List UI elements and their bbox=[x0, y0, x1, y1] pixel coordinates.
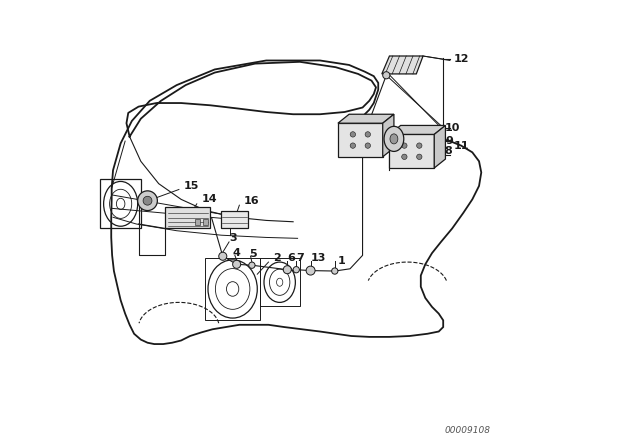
Circle shape bbox=[350, 132, 356, 137]
Text: 16: 16 bbox=[244, 196, 259, 206]
Circle shape bbox=[284, 266, 291, 274]
Circle shape bbox=[293, 267, 300, 273]
Text: 4: 4 bbox=[232, 248, 241, 258]
Circle shape bbox=[138, 191, 157, 211]
Bar bbox=[260, 258, 300, 306]
Text: 15: 15 bbox=[183, 181, 199, 191]
Text: 2: 2 bbox=[273, 253, 281, 263]
Text: 14: 14 bbox=[201, 194, 217, 204]
Ellipse shape bbox=[384, 126, 404, 151]
Text: 7: 7 bbox=[296, 253, 304, 263]
Text: 00009108: 00009108 bbox=[445, 426, 491, 435]
Text: 12: 12 bbox=[454, 54, 470, 64]
Circle shape bbox=[402, 143, 407, 148]
Circle shape bbox=[417, 143, 422, 148]
Bar bbox=[195, 219, 200, 225]
Bar bbox=[221, 211, 248, 228]
Text: 8: 8 bbox=[445, 146, 452, 156]
Ellipse shape bbox=[390, 134, 398, 144]
Bar bbox=[203, 219, 209, 225]
Circle shape bbox=[143, 196, 152, 205]
Text: 1: 1 bbox=[338, 256, 346, 266]
Polygon shape bbox=[389, 125, 445, 134]
Text: 3: 3 bbox=[229, 233, 237, 243]
Polygon shape bbox=[435, 125, 445, 168]
Polygon shape bbox=[382, 56, 423, 74]
Circle shape bbox=[306, 266, 315, 275]
Polygon shape bbox=[111, 60, 481, 344]
Polygon shape bbox=[383, 114, 394, 157]
Text: 13: 13 bbox=[310, 253, 326, 263]
Circle shape bbox=[402, 154, 407, 159]
Circle shape bbox=[417, 154, 422, 159]
Circle shape bbox=[383, 72, 390, 79]
Circle shape bbox=[350, 143, 356, 148]
Polygon shape bbox=[338, 114, 394, 123]
Circle shape bbox=[219, 252, 227, 260]
Bar bbox=[205, 258, 260, 320]
Circle shape bbox=[232, 260, 241, 268]
Circle shape bbox=[365, 143, 371, 148]
Bar bbox=[338, 123, 383, 157]
Bar bbox=[165, 207, 210, 228]
Circle shape bbox=[365, 132, 371, 137]
Text: 11: 11 bbox=[454, 142, 470, 151]
Text: 5: 5 bbox=[249, 250, 257, 259]
Bar bbox=[389, 134, 434, 168]
Bar bbox=[100, 179, 141, 228]
Text: 9: 9 bbox=[445, 136, 453, 146]
Text: 10: 10 bbox=[445, 123, 460, 133]
Circle shape bbox=[332, 268, 338, 274]
Circle shape bbox=[249, 262, 255, 268]
Text: 6: 6 bbox=[287, 253, 295, 263]
